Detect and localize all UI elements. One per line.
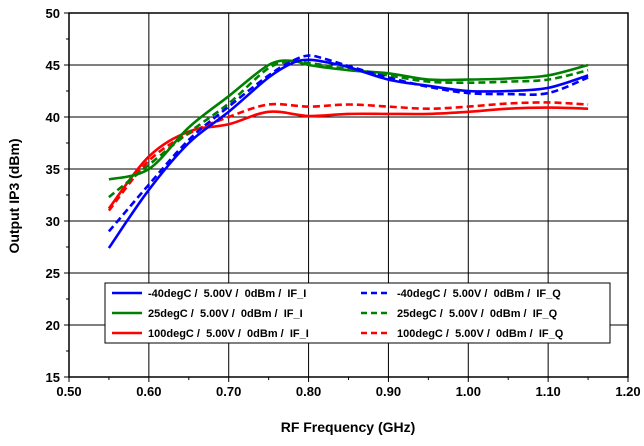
x-tick-label: 1.10: [535, 384, 560, 399]
series-line: [107, 54, 589, 233]
y-tick-label: 45: [46, 58, 60, 73]
legend-label: 100degC / 5.00V / 0dBm / IF_I: [148, 328, 309, 340]
x-tick-label: 1.00: [456, 384, 481, 399]
legend-label: -40degC / 5.00V / 0dBm / IF_I: [148, 288, 306, 300]
series-line: [108, 60, 589, 199]
legend-label: 25degC / 5.00V / 0dBm / IF_Q: [397, 308, 558, 320]
legend-label: 25degC / 5.00V / 0dBm / IF_I: [148, 308, 303, 320]
y-axis-title: Output IP3 (dBm): [6, 138, 22, 253]
y-tick-label: 30: [46, 214, 60, 229]
y-tick-label: 40: [46, 110, 60, 125]
x-tick-label: 0.80: [296, 384, 321, 399]
grid: [69, 13, 628, 377]
axes: 0.50 0.60 0.70 0.80 0.90 1.00 1.10 1.20 15 20 25 30…: [46, 6, 641, 399]
x-tick-label: 0.70: [216, 384, 241, 399]
series-line: [108, 59, 589, 181]
legend-label: 100degC / 5.00V / 0dBm / IF_Q: [397, 328, 564, 340]
x-tick-label: 0.90: [376, 384, 401, 399]
plot-frame: [68, 12, 629, 378]
legend-box: [104, 282, 611, 344]
y-tick-label: 25: [46, 266, 60, 281]
x-tick-label: 1.20: [615, 384, 640, 399]
y-tick-label: 50: [46, 6, 60, 21]
x-tick-label: 0.50: [56, 384, 81, 399]
y-tick-label: 20: [46, 318, 60, 333]
legend-label: -40degC / 5.00V / 0dBm / IF_Q: [397, 288, 561, 300]
y-tick-label: 35: [46, 162, 60, 177]
series-lines: [107, 54, 589, 249]
y-tick-label: 15: [46, 370, 60, 385]
series-line: [107, 58, 589, 249]
x-axis-title: RF Frequency (GHz): [281, 419, 416, 435]
legend: -40degC / 5.00V / 0dBm / IF_I -40degC / 5…: [104, 282, 611, 344]
x-tick-label: 0.60: [136, 384, 161, 399]
